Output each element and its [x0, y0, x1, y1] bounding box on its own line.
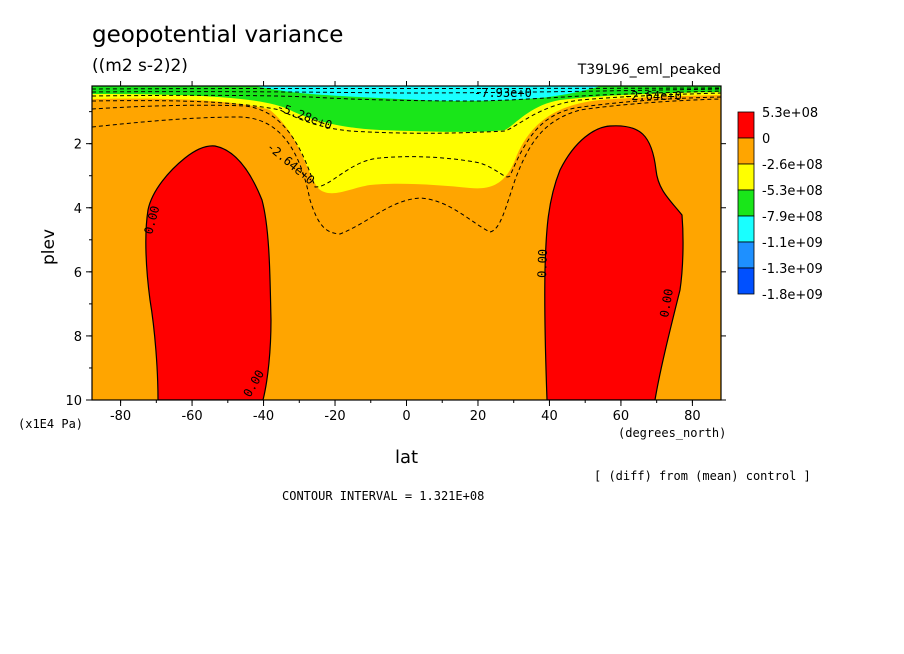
colorbar-swatch [737, 241, 755, 269]
y-tick-label: 6 [74, 266, 82, 281]
band-pos-east [544, 125, 684, 400]
band-pos-west [145, 145, 272, 400]
y-tick-label: 4 [74, 202, 82, 217]
x-tick-label: -60 [181, 409, 202, 424]
colorbar-swatch [737, 267, 755, 295]
contour-label: 0.00 [657, 288, 676, 319]
x-tick-label: -40 [253, 409, 274, 424]
contour-label: -2.64e+0 [624, 89, 682, 103]
y-axis-label: plev [39, 229, 59, 265]
colorbar-label: 0 [762, 132, 770, 147]
x-tick-label: -20 [324, 409, 345, 424]
x-axis-units: (degrees_north) [618, 426, 726, 440]
chart-units: ((m2 s-2)2) [92, 56, 188, 76]
y-tick-label: 10 [65, 394, 82, 409]
colorbar-label: -5.3e+08 [762, 184, 823, 199]
colorbar-label: -1.3e+09 [762, 262, 823, 277]
colorbar-label: -7.9e+08 [762, 210, 823, 225]
colorbar-label: 5.3e+08 [762, 106, 818, 121]
colorbar-swatch [737, 163, 755, 191]
colorbar: 5.3e+08 0 -2.6e+08 -5.3e+08 -7.9e+08 -1.1e+09… [737, 106, 823, 303]
colorbar-swatch [737, 189, 755, 217]
colorbar-label: -2.6e+08 [762, 158, 823, 173]
y-tick-label: 2 [74, 138, 82, 153]
x-tick-label: 20 [470, 409, 487, 424]
contour-label: 0.00 [535, 249, 550, 278]
x-axis-label: lat [395, 447, 418, 468]
contour-lines [92, 87, 721, 235]
colorbar-swatch [737, 137, 755, 165]
x-tick-label: 0 [402, 409, 410, 424]
x-axis: -80 -60 -40 -20 0 20 40 60 80 [110, 81, 701, 424]
x-tick-label: -80 [110, 409, 131, 424]
y-tick-label: 8 [74, 330, 82, 345]
colorbar-label: -1.1e+09 [762, 236, 823, 251]
band-neg7.9e8-to-neg1.1e9 [255, 86, 600, 102]
y-axis-units: (x1E4 Pa) [18, 417, 83, 431]
contour-label: -7.93e+0 [474, 86, 532, 100]
y-axis: 2 4 6 8 10 [65, 111, 726, 409]
x-tick-label: 60 [613, 409, 630, 424]
colorbar-swatch [737, 111, 755, 139]
colorbar-swatch [737, 215, 755, 243]
run-label: T39L96_eml_peaked [577, 62, 721, 78]
chart-title: geopotential variance [92, 22, 344, 48]
x-tick-label: 80 [684, 409, 701, 424]
contour-interval: CONTOUR INTERVAL = 1.321E+08 [282, 489, 485, 503]
colorbar-label: -1.8e+09 [762, 288, 823, 303]
contour-fill [92, 86, 721, 400]
diff-note: [ (diff) from (mean) control ] [594, 469, 811, 483]
x-tick-label: 40 [541, 409, 558, 424]
band-neg2.6e8-to-neg5.3e8 [92, 86, 721, 194]
